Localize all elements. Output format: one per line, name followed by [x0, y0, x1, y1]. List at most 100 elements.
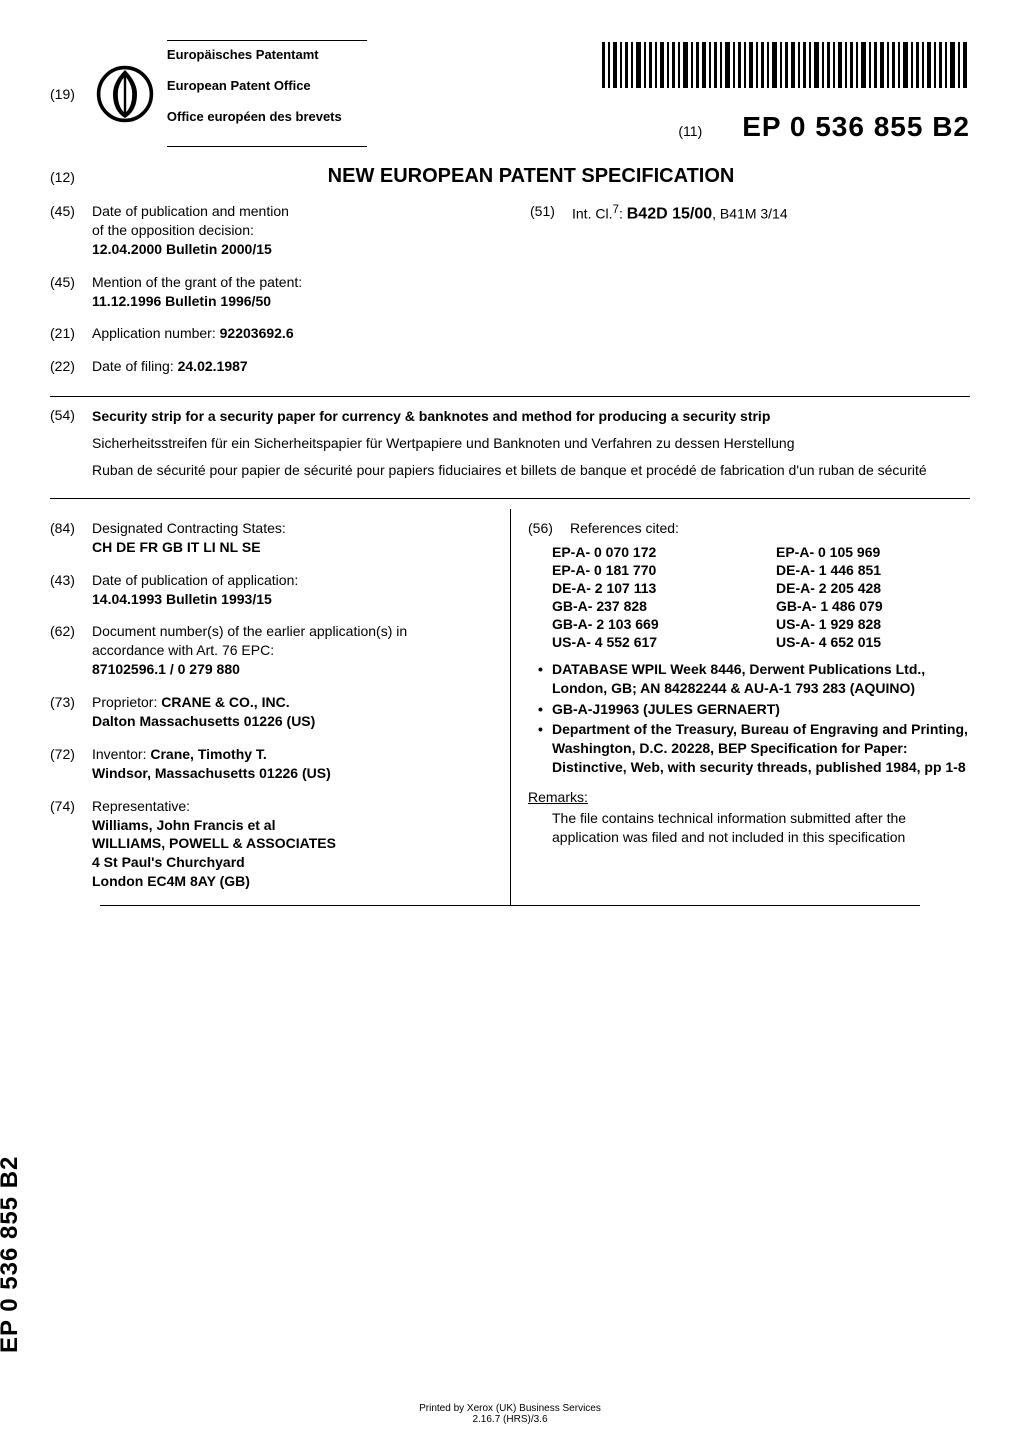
- code-22: (22): [50, 357, 92, 376]
- b62-l1: Document number(s) of the earlier applic…: [92, 623, 407, 639]
- b72-label: Inventor:: [92, 746, 150, 762]
- b22-label: Date of filing:: [92, 358, 178, 374]
- ref-cited: US-A- 4 652 015: [776, 634, 970, 650]
- ref-19: (19): [50, 86, 75, 102]
- b84-label: Designated Contracting States:: [92, 520, 286, 536]
- barcode-icon: [600, 40, 970, 90]
- office-names: Europäisches Patentamt European Patent O…: [167, 40, 367, 147]
- bullet-list: DATABASE WPIL Week 8446, Derwent Publica…: [538, 660, 970, 777]
- b51-rest: , B41M 3/14: [712, 206, 788, 222]
- block-43: (43) Date of publication of application:…: [50, 571, 492, 609]
- bullet-item: GB-A-J19963 (JULES GERNAERT): [538, 700, 970, 719]
- b45b-date: 11.12.1996 Bulletin 1996/50: [92, 293, 271, 309]
- rule-2: [50, 498, 970, 499]
- epo-logo-icon: [95, 64, 155, 124]
- code-45a: (45): [50, 202, 92, 259]
- header-row: (19) Europäisches Patentamt European Pat…: [50, 40, 970, 147]
- ref-cited: DE-A- 2 107 113: [552, 580, 746, 596]
- title-fr: Ruban de sécurité pour papier de sécurit…: [92, 461, 970, 480]
- b74-l1: Williams, John Francis et al: [92, 817, 275, 833]
- office-fr: Office européen des brevets: [167, 103, 367, 124]
- remarks-body: The file contains technical information …: [552, 809, 970, 847]
- b43-label: Date of publication of application:: [92, 572, 298, 588]
- b72-addr: Windsor, Massachusetts 01226 (US): [92, 765, 331, 781]
- b22-val: 24.02.1987: [178, 358, 248, 374]
- two-col: (84) Designated Contracting States: CH D…: [50, 509, 970, 905]
- b56-label: References cited:: [570, 520, 679, 536]
- biblio-top: (45) Date of publication and mention of …: [50, 202, 970, 390]
- b51-main: B42D 15/00: [627, 206, 712, 223]
- footer-rule: [100, 905, 920, 906]
- b84-val: CH DE FR GB IT LI NL SE: [92, 539, 261, 555]
- ref-cited: DE-A- 2 205 428: [776, 580, 970, 596]
- ref-cited: EP-A- 0 105 969: [776, 544, 970, 560]
- barcode-block: (11) EP 0 536 855 B2: [600, 40, 970, 143]
- block-74: (74) Representative: Williams, John Fran…: [50, 797, 492, 891]
- ref-11: (11): [678, 123, 702, 139]
- b73-name: CRANE & CO., INC.: [161, 694, 289, 710]
- ref-cited: EP-A- 0 181 770: [552, 562, 746, 578]
- office-en: European Patent Office: [167, 72, 367, 93]
- ref-cited: GB-A- 237 828: [552, 598, 746, 614]
- block-56: (56) References cited:: [528, 519, 970, 538]
- code-56: (56): [528, 519, 570, 538]
- ref-cited: US-A- 4 552 617: [552, 634, 746, 650]
- block-84: (84) Designated Contracting States: CH D…: [50, 519, 492, 557]
- logo-block: (19) Europäisches Patentamt European Pat…: [50, 40, 367, 147]
- remarks-head: Remarks:: [528, 789, 970, 805]
- footer-l2: 2.16.7 (HRS)/3.6: [0, 1414, 1020, 1425]
- b21-label: Application number:: [92, 325, 220, 341]
- code-72: (72): [50, 745, 92, 783]
- block-73: (73) Proprietor: CRANE & CO., INC. Dalto…: [50, 693, 492, 731]
- code-74: (74): [50, 797, 92, 891]
- ref-cited: GB-A- 2 103 669: [552, 616, 746, 632]
- code-21: (21): [50, 324, 92, 343]
- b21-val: 92203692.6: [220, 325, 294, 341]
- rule: [167, 140, 367, 147]
- patent-number: EP 0 536 855 B2: [742, 111, 970, 143]
- b62-val: 87102596.1 / 0 279 880: [92, 661, 240, 677]
- code-84: (84): [50, 519, 92, 557]
- block-51: (51) Int. Cl.7: B42D 15/00, B41M 3/14: [530, 202, 970, 225]
- block-62: (62) Document number(s) of the earlier a…: [50, 622, 492, 679]
- side-patent-number: EP 0 536 855 B2: [0, 1156, 24, 1353]
- b45b-l1: Mention of the grant of the patent:: [92, 274, 302, 290]
- b43-val: 14.04.1993 Bulletin 1993/15: [92, 591, 272, 607]
- title-de: Sicherheitsstreifen für ein Sicherheitsp…: [92, 434, 970, 453]
- ref-cited: EP-A- 0 070 172: [552, 544, 746, 560]
- ref-cited: US-A- 1 929 828: [776, 616, 970, 632]
- b45a-l2: of the opposition decision:: [92, 222, 254, 238]
- code-62: (62): [50, 622, 92, 679]
- refs-grid: EP-A- 0 070 172 EP-A- 0 105 969 EP-A- 0 …: [552, 544, 970, 650]
- footer: Printed by Xerox (UK) Business Services …: [0, 1403, 1020, 1425]
- b62-l2: accordance with Art. 76 EPC:: [92, 642, 274, 658]
- block-21: (21) Application number: 92203692.6: [50, 324, 490, 343]
- ref-cited: GB-A- 1 486 079: [776, 598, 970, 614]
- b72-name: Crane, Timothy T.: [150, 746, 266, 762]
- b45a-date: 12.04.2000 Bulletin 2000/15: [92, 241, 272, 257]
- spec-title-row: (12) NEW EUROPEAN PATENT SPECIFICATION: [50, 165, 970, 188]
- b74-l4: London EC4M 8AY (GB): [92, 873, 250, 889]
- rule-1: [50, 396, 970, 397]
- code-73: (73): [50, 693, 92, 731]
- code-54: (54): [50, 407, 92, 488]
- code-51: (51): [530, 202, 572, 225]
- ref-12: (12): [50, 169, 92, 185]
- title-en: Security strip for a security paper for …: [92, 407, 970, 426]
- block-72: (72) Inventor: Crane, Timothy T. Windsor…: [50, 745, 492, 783]
- ref-cited: DE-A- 1 446 851: [776, 562, 970, 578]
- b51-label: Int. Cl.: [572, 206, 612, 222]
- b73-label: Proprietor:: [92, 694, 161, 710]
- b74-l3: 4 St Paul's Churchyard: [92, 854, 245, 870]
- code-43: (43): [50, 571, 92, 609]
- bullet-item: DATABASE WPIL Week 8446, Derwent Publica…: [538, 660, 970, 698]
- b45a-l1: Date of publication and mention: [92, 203, 289, 219]
- block-45a: (45) Date of publication and mention of …: [50, 202, 490, 259]
- bullet-item: Department of the Treasury, Bureau of En…: [538, 720, 970, 777]
- b74-l2: WILLIAMS, POWELL & ASSOCIATES: [92, 835, 336, 851]
- code-45b: (45): [50, 273, 92, 311]
- b73-addr: Dalton Massachusetts 01226 (US): [92, 713, 315, 729]
- block-45b: (45) Mention of the grant of the patent:…: [50, 273, 490, 311]
- b51-colon: :: [619, 206, 627, 222]
- spec-title: NEW EUROPEAN PATENT SPECIFICATION: [92, 165, 970, 188]
